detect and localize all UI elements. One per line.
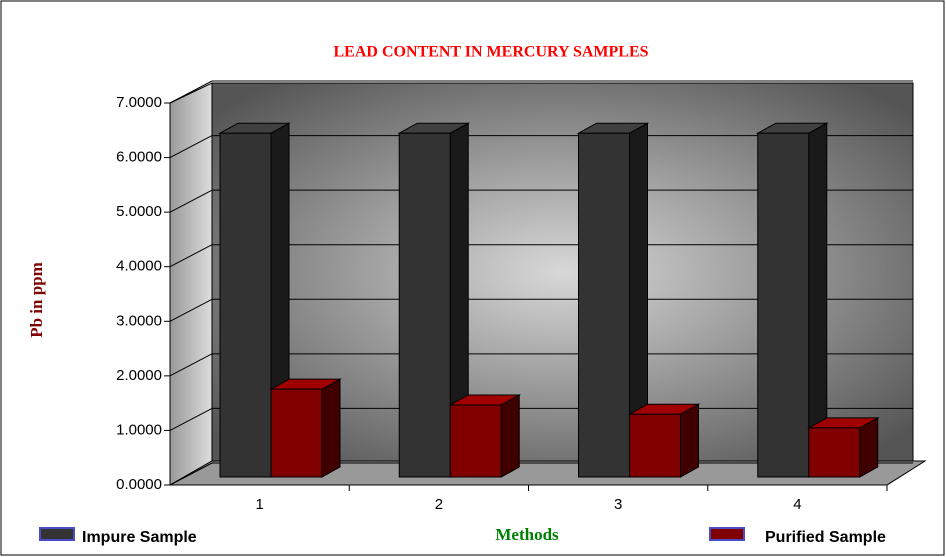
legend: Impure Sample Purified Sample [39, 527, 886, 546]
x-tick-label: 4 [793, 496, 801, 513]
legend-swatch [39, 527, 75, 541]
chart-title: LEAD CONTENT IN MERCURY SAMPLES [333, 44, 648, 61]
grid-line [169, 244, 213, 268]
y-tick-label: 5.0000 [116, 203, 162, 220]
legend-swatch [709, 527, 745, 541]
legend-label: Impure Sample [82, 529, 197, 546]
x-tick-label: 1 [255, 496, 263, 513]
grid-line [169, 462, 213, 486]
bar-side [500, 394, 520, 478]
y-tick-label: 0.0000 [116, 476, 162, 493]
grid-line [169, 407, 213, 431]
bar [629, 413, 681, 478]
grid-line [169, 189, 213, 213]
bar-side [680, 403, 699, 478]
y-tick-label: 6.0000 [116, 149, 162, 166]
bar [757, 132, 810, 478]
x-axis-label: Methods [495, 525, 559, 544]
grid-line [169, 298, 213, 322]
bar [449, 404, 502, 478]
grid-line [169, 80, 213, 104]
bar [219, 132, 272, 478]
legend-label: Purified Sample [765, 529, 886, 546]
y-tick-label: 4.0000 [116, 258, 162, 275]
grid-line [169, 353, 213, 377]
bar [578, 132, 630, 478]
x-tick-label: 3 [614, 496, 622, 513]
y-tick-label: 7.0000 [116, 94, 162, 111]
x-tick-label: 2 [435, 496, 443, 513]
y-tick-label: 3.0000 [116, 312, 162, 329]
y-tick-label: 2.0000 [116, 367, 162, 384]
bar [808, 427, 861, 478]
bar [270, 388, 323, 478]
bar [398, 132, 451, 478]
y-tick-label: 1.0000 [116, 421, 162, 438]
bar-side [321, 378, 341, 478]
y-axis-label: Pb in ppm [27, 262, 46, 338]
grid-line [169, 135, 213, 159]
side-wall [169, 82, 213, 486]
